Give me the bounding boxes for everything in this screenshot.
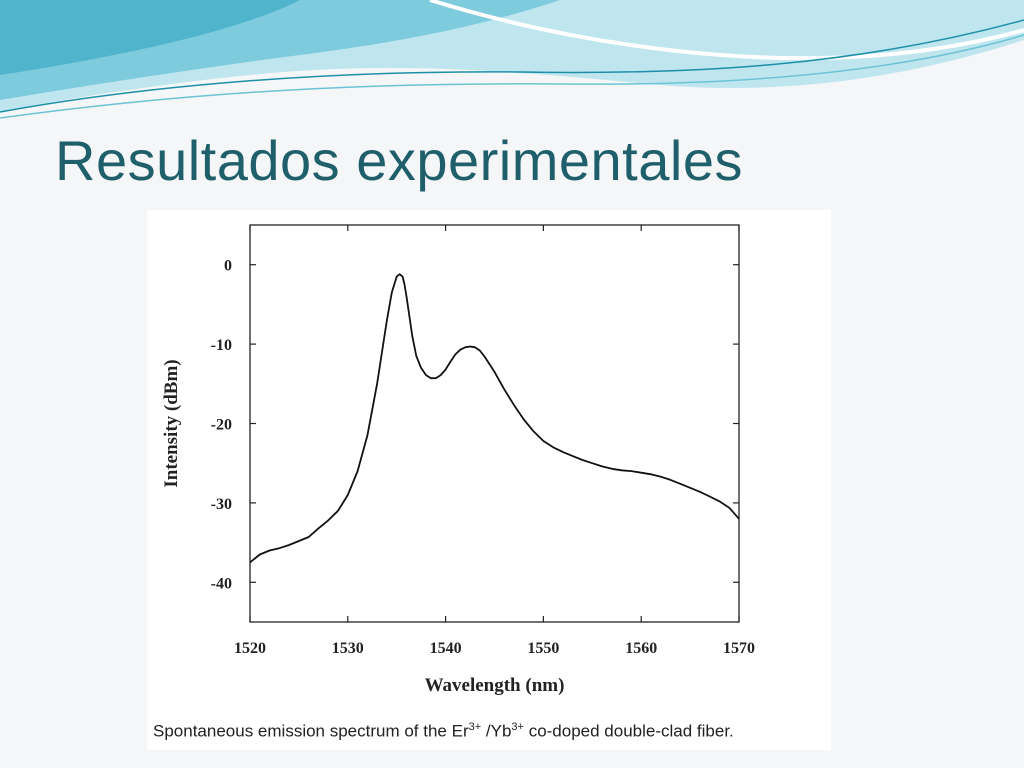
y-axis-title: Intensity (dBm) [161, 359, 182, 487]
caption-prefix: Spontaneous emission spectrum of the Er [153, 721, 469, 741]
x-tick-label: 1540 [430, 640, 462, 657]
caption-mid: /Yb [481, 721, 512, 741]
x-tick-label: 1520 [234, 640, 266, 657]
caption-suffix: co-doped double-clad fiber. [523, 721, 734, 741]
tick-labels: 1520 1530 1540 1550 1560 1570 0 -10 -20 -30 -40 [211, 258, 755, 657]
x-tick-label: 1570 [723, 640, 755, 657]
axis-ticks [249, 225, 740, 622]
er-superscript: 3+ [468, 721, 482, 733]
plot-frame [249, 224, 740, 623]
y-tick-label: -30 [211, 496, 232, 513]
figure-caption: Spontaneous emission spectrum of the Er3… [153, 721, 734, 742]
y-tick-label: 0 [224, 258, 232, 275]
wave-decoration [0, 0, 1024, 119]
x-axis-title: Wavelength (nm) [425, 675, 565, 696]
x-tick-label: 1550 [527, 640, 559, 657]
x-tick-label: 1560 [625, 640, 657, 657]
slide-title: Resultados experimentales [55, 129, 743, 192]
y-tick-label: -40 [211, 575, 232, 592]
spectrum-chart: 1520 1530 1540 1550 1560 1570 0 -10 -20 -30 -40 Wa… [161, 224, 755, 696]
spectrum-line [249, 273, 740, 564]
plot-border [249, 224, 740, 623]
x-tick-label: 1530 [332, 640, 364, 657]
series-layer [249, 273, 740, 564]
yb-superscript: 3+ [511, 721, 524, 733]
figure-panel: 1520 1530 1540 1550 1560 1570 0 -10 -20 -30 -40 Wa… [147, 210, 831, 750]
y-tick-label: -20 [211, 417, 232, 434]
y-tick-label: -10 [211, 337, 232, 354]
